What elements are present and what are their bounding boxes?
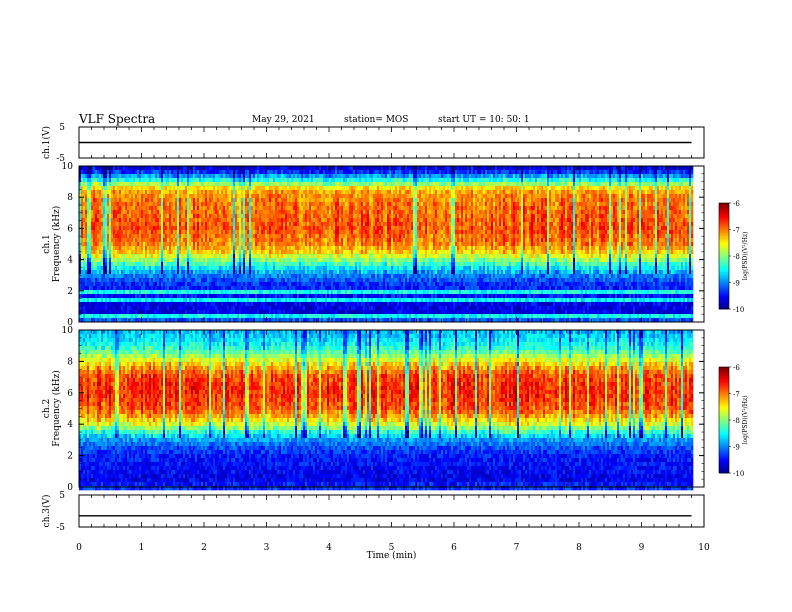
- x-tick-label: 1: [139, 543, 145, 553]
- ch1-spectrogram-colorbar-tick-label: -6: [733, 200, 740, 208]
- ch3-waveform-ytick-label: 5: [59, 491, 65, 501]
- ch2-spectrogram-colorbar-tick-label: -6: [733, 364, 740, 372]
- x-tick-label: 7: [514, 543, 520, 553]
- ch2-spectrogram-colorbar: [719, 367, 729, 473]
- x-tick-label: 0: [76, 543, 82, 553]
- ch1-spectrogram-ytick-label: 4: [67, 256, 73, 266]
- ch2-spectrogram-colorbar-tick-label: -7: [733, 391, 740, 399]
- ch1-spectrogram-colorbar-tick-label: -8: [733, 253, 740, 261]
- x-tick-label: 10: [698, 543, 710, 553]
- ch1-waveform-ytick-label: 5: [59, 123, 65, 133]
- header-start-time: start UT = 10: 50: 1: [438, 115, 530, 125]
- ch2-spectrogram-ylabel-channel: ch.2: [42, 399, 52, 418]
- ch1-spectrogram-ylabel-frequency: Frequency (kHz): [51, 206, 62, 283]
- figure-title: VLF Spectra: [79, 112, 155, 126]
- vlf-figure: 5-5ch.1(V)0246810ch.1 Frequency (kHz)-6-7…: [0, 0, 792, 612]
- ch1-spectrogram-ytick-label: 8: [67, 193, 73, 203]
- ch2-spectrogram-colorbar-tick-label: -8: [733, 417, 740, 425]
- x-tick-label: 6: [451, 543, 457, 553]
- x-tick-label: 9: [639, 543, 645, 553]
- ch2-spectrogram-colorbar-tick-label: -9: [733, 444, 740, 452]
- ch1-spectrogram-heatmap: [79, 166, 693, 322]
- ch1-spectrogram-ytick-label: 2: [67, 287, 73, 297]
- header-station: station= MOS: [344, 115, 408, 125]
- ch2-spectrogram-ytick-label: 6: [67, 389, 73, 399]
- ch1-spectrogram-colorbar: [719, 203, 729, 309]
- ch1-spectrogram-colorbar-tick-label: -9: [733, 280, 740, 288]
- ch2-spectrogram-ytick-label: 4: [67, 420, 73, 430]
- ch1-spectrogram-ytick-label: 6: [67, 224, 73, 234]
- ch1-spectrogram-colorbar-tick-label: -10: [733, 306, 744, 314]
- ch2-spectrogram-ytick-label: 0: [67, 483, 73, 493]
- ch2-spectrogram-ytick-label: 2: [67, 452, 73, 462]
- ch3-waveform-ytick-label: -5: [56, 523, 65, 533]
- ch2-spectrogram-colorbar-label: log(PSD)(V²/Hz): [742, 396, 749, 445]
- x-tick-label: 2: [201, 543, 207, 553]
- ch1-waveform-ylabel: ch.1(V): [41, 126, 52, 159]
- ch2-spectrogram-colorbar-tick-label: -10: [733, 470, 744, 478]
- ch1-spectrogram-colorbar-label: log(PSD)(V²/Hz): [742, 232, 749, 281]
- x-axis-label: Time (min): [367, 550, 417, 561]
- ch3-waveform-ylabel: ch.3(V): [41, 495, 52, 528]
- x-tick-label: 4: [326, 543, 332, 553]
- ch1-spectrogram-ytick-label: 10: [62, 162, 74, 172]
- header-date: May 29, 2021: [252, 115, 315, 125]
- ch2-spectrogram-ytick-label: 8: [67, 357, 73, 367]
- ch1-spectrogram-ylabel-channel: ch.1: [42, 234, 52, 253]
- ch2-spectrogram-ylabel-frequency: Frequency (kHz): [51, 370, 62, 447]
- ch2-spectrogram-ytick-label: 10: [62, 326, 74, 336]
- ch2-spectrogram-heatmap: [79, 330, 693, 490]
- ch1-spectrogram-colorbar-tick-label: -7: [733, 227, 740, 235]
- x-tick-label: 3: [264, 543, 270, 553]
- x-tick-label: 8: [576, 543, 582, 553]
